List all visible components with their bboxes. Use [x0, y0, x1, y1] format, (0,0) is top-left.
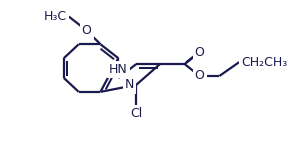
Text: N: N: [125, 78, 134, 91]
Text: HN: HN: [109, 63, 128, 76]
Text: Cl: Cl: [130, 107, 142, 120]
Text: O: O: [195, 69, 204, 82]
Text: CH₂CH₃: CH₂CH₃: [241, 56, 287, 69]
Text: H₃C: H₃C: [44, 10, 67, 23]
Text: O: O: [195, 46, 204, 59]
Text: O: O: [82, 24, 91, 37]
